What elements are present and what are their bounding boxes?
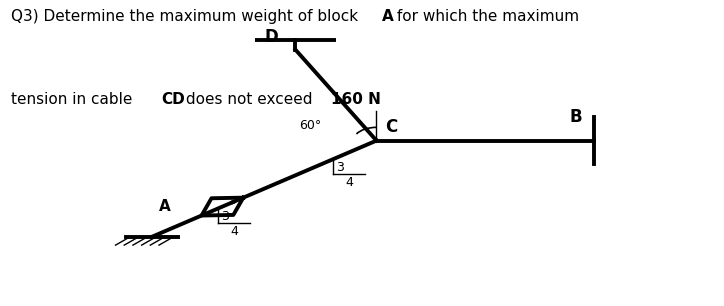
Text: tension in cable: tension in cable [11,92,137,107]
Text: CD: CD [161,92,185,107]
Text: Q3) Determine the maximum weight of block: Q3) Determine the maximum weight of bloc… [11,9,363,24]
Text: 60°: 60° [299,119,321,132]
Text: A: A [382,9,394,24]
Text: 3: 3 [336,161,344,174]
Text: C: C [385,118,397,136]
Text: 4: 4 [230,225,238,238]
Text: D: D [264,28,278,46]
Text: 4: 4 [345,176,353,188]
Text: 3: 3 [221,210,229,223]
Text: 160 N: 160 N [331,92,381,107]
Text: B: B [570,108,583,126]
Text: for which the maximum: for which the maximum [392,9,578,24]
Text: does not exceed: does not exceed [180,92,317,107]
Text: A: A [159,199,171,214]
